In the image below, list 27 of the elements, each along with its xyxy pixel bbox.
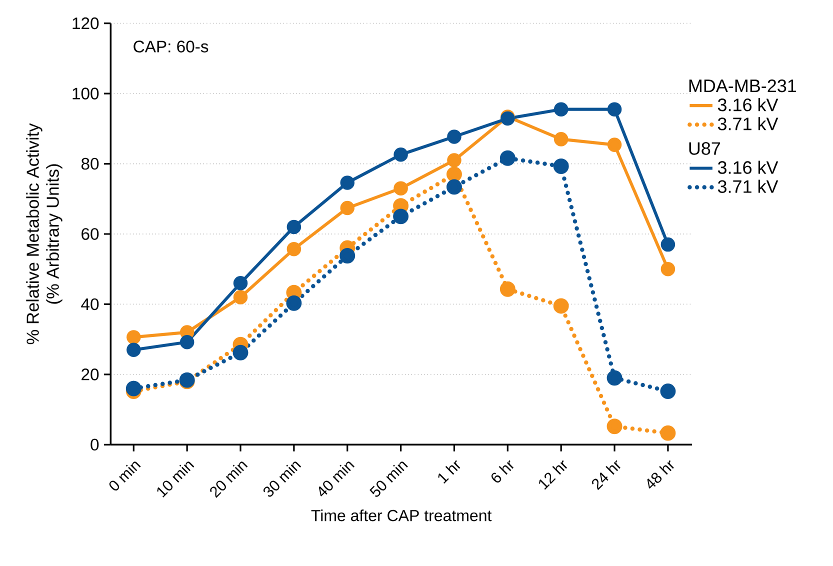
y-tick-label: 80: [81, 158, 99, 170]
x-tick-label: 10 min: [157, 462, 194, 498]
x-tick-label: 30 min: [263, 462, 302, 497]
x-tick-label: 20 min: [210, 462, 248, 498]
y-tick-label: 0: [90, 438, 99, 451]
x-tick-label: 40 min: [318, 462, 355, 496]
y-axis-title: % Relative Metabolic Activity (% Arbitrary Units): [26, 123, 62, 344]
y-tick-label: 120: [72, 17, 99, 30]
x-axis-title: Time after CAP treatment: [311, 509, 492, 522]
x-tick-label: 0 min: [109, 462, 141, 490]
y-tick-label: 40: [81, 298, 99, 310]
x-tick-label: 48 hr: [647, 460, 674, 489]
x-tick-label: 1 hr: [438, 460, 460, 484]
x-tick-label: 24 hr: [592, 460, 620, 490]
y-tick-label: 60: [82, 228, 99, 240]
y-tick-label: 20: [82, 368, 99, 380]
annotation: U87: [689, 142, 720, 155]
x-tick-label: 6 hr: [491, 460, 514, 483]
legend-label: 3.71 kV: [718, 117, 778, 130]
annotation: CAP: 60-s: [134, 40, 208, 52]
legend-label: 3.71 kV: [718, 180, 778, 193]
legend-label: 3.16 kV: [718, 98, 778, 112]
x-tick-label: 12 hr: [539, 460, 568, 490]
annotation: MDA-MB-231: [689, 79, 796, 92]
x-tick-label: 50 min: [370, 462, 408, 497]
legend-label: 3.16 kV: [718, 160, 778, 174]
y-tick-label: 100: [72, 88, 99, 100]
